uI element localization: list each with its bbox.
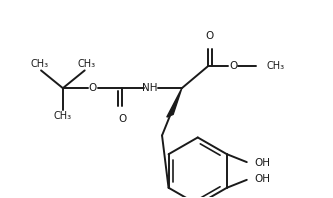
Text: O: O [229, 61, 237, 71]
Text: O: O [205, 31, 214, 41]
Polygon shape [167, 88, 182, 117]
Text: O: O [89, 83, 97, 93]
Text: OH: OH [255, 158, 271, 168]
Text: CH₃: CH₃ [54, 111, 72, 121]
Text: CH₃: CH₃ [266, 61, 284, 71]
Text: NH: NH [143, 83, 158, 93]
Text: CH₃: CH₃ [78, 59, 96, 69]
Text: CH₃: CH₃ [30, 59, 48, 69]
Text: OH: OH [255, 174, 271, 184]
Text: O: O [118, 114, 127, 124]
